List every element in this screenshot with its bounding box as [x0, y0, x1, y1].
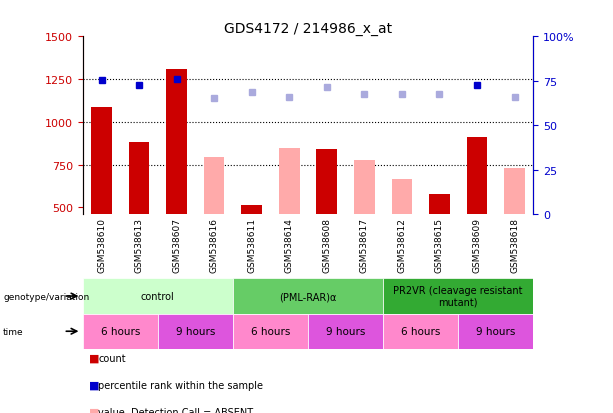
- Bar: [308, 314, 383, 349]
- Text: GSM538618: GSM538618: [510, 218, 519, 273]
- Bar: [204, 157, 224, 215]
- Text: GSM538614: GSM538614: [285, 218, 294, 273]
- Bar: [458, 314, 533, 349]
- Text: GSM538608: GSM538608: [322, 218, 331, 273]
- Bar: [166, 70, 187, 215]
- Text: (PML-RAR)α: (PML-RAR)α: [280, 291, 337, 301]
- Text: PR2VR (cleavage resistant
mutant): PR2VR (cleavage resistant mutant): [394, 285, 523, 307]
- Bar: [504, 169, 525, 215]
- Bar: [429, 194, 450, 215]
- Bar: [466, 138, 487, 215]
- Bar: [233, 314, 308, 349]
- Text: 9 hours: 9 hours: [476, 326, 516, 337]
- Bar: [158, 314, 233, 349]
- Text: time: time: [3, 327, 24, 336]
- Text: GSM538615: GSM538615: [435, 218, 444, 273]
- Text: GSM538610: GSM538610: [97, 218, 106, 273]
- Bar: [383, 279, 533, 314]
- Text: 9 hours: 9 hours: [326, 326, 365, 337]
- Text: 6 hours: 6 hours: [101, 326, 140, 337]
- Text: genotype/variation: genotype/variation: [3, 292, 89, 301]
- Bar: [83, 314, 158, 349]
- Text: GSM538612: GSM538612: [397, 218, 406, 273]
- Text: 6 hours: 6 hours: [251, 326, 290, 337]
- Bar: [242, 205, 262, 215]
- Text: ■: ■: [89, 407, 99, 413]
- Bar: [83, 279, 233, 314]
- Text: control: control: [141, 291, 175, 301]
- Text: GSM538609: GSM538609: [473, 218, 481, 273]
- Text: GSM538613: GSM538613: [135, 218, 143, 273]
- Bar: [233, 279, 383, 314]
- Text: percentile rank within the sample: percentile rank within the sample: [98, 380, 263, 390]
- Bar: [129, 143, 150, 215]
- Bar: [383, 314, 458, 349]
- Text: ■: ■: [89, 353, 99, 363]
- Bar: [316, 150, 337, 215]
- Text: value, Detection Call = ABSENT: value, Detection Call = ABSENT: [98, 407, 253, 413]
- Bar: [354, 161, 375, 215]
- Text: ■: ■: [89, 380, 99, 390]
- Bar: [279, 148, 300, 215]
- Text: GSM538617: GSM538617: [360, 218, 369, 273]
- Text: 9 hours: 9 hours: [176, 326, 215, 337]
- Text: GSM538616: GSM538616: [210, 218, 219, 273]
- Bar: [392, 180, 412, 215]
- Text: GSM538611: GSM538611: [247, 218, 256, 273]
- Text: 6 hours: 6 hours: [401, 326, 440, 337]
- Text: GSM538607: GSM538607: [172, 218, 181, 273]
- Title: GDS4172 / 214986_x_at: GDS4172 / 214986_x_at: [224, 22, 392, 36]
- Bar: [91, 108, 112, 215]
- Text: count: count: [98, 353, 126, 363]
